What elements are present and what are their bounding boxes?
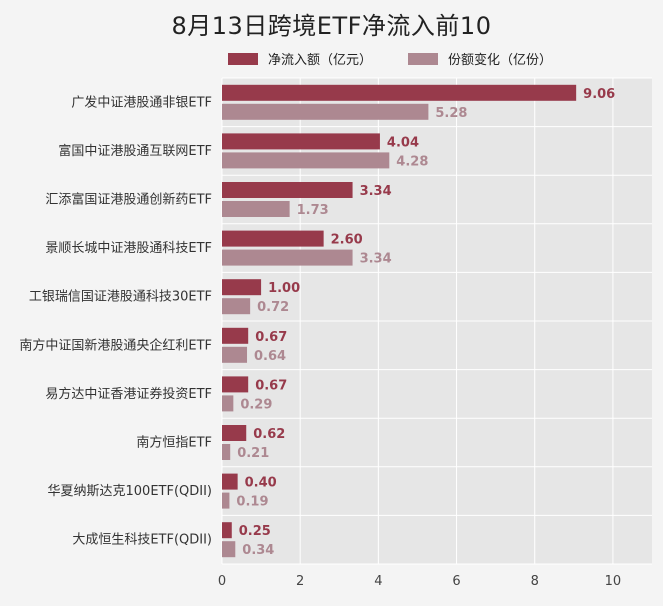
legend: 净流入额（亿元） 份额变化（亿份） <box>228 49 588 68</box>
data-label-inflow: 0.67 <box>255 330 287 345</box>
data-label-share-change: 0.19 <box>236 495 268 510</box>
x-tick-label: 10 <box>605 574 622 589</box>
data-label-inflow: 9.06 <box>583 87 615 102</box>
category-label: 南方中证国新港股通央企红利ETF <box>19 337 212 353</box>
category-label: 华夏纳斯达克100ETF(QDII) <box>48 484 213 499</box>
chart-title: 8月13日跨境ETF净流入前10 <box>171 12 492 40</box>
bar-share-change <box>222 346 248 363</box>
category-label: 汇添富国证港股通创新药ETF <box>45 192 212 208</box>
bar-share-change <box>222 298 251 315</box>
data-label-share-change: 5.28 <box>435 106 467 121</box>
bar-share-change <box>222 492 230 509</box>
legend-item-share-change: 份额变化（亿份） <box>408 49 552 68</box>
bar-share-change <box>222 103 429 120</box>
data-label-share-change: 0.21 <box>237 446 269 461</box>
legend-label-inflow: 净流入额（亿元） <box>268 53 373 68</box>
x-tick-label: 8 <box>531 574 539 589</box>
bar-inflow <box>222 376 249 393</box>
category-label: 大成恒生科技ETF(QDII) <box>72 533 212 548</box>
data-label-share-change: 3.34 <box>360 252 392 267</box>
bar-share-change <box>222 541 236 558</box>
legend-item-inflow: 净流入额（亿元） <box>228 49 372 68</box>
data-label-inflow: 1.00 <box>268 281 300 296</box>
data-label-inflow: 0.62 <box>253 427 285 442</box>
bar-inflow <box>222 425 247 441</box>
data-label-inflow: 2.60 <box>331 233 363 248</box>
category-label: 广发中证港股通非银ETF <box>71 94 212 110</box>
category-label: 易方达中证香港证券投资ETF <box>45 386 212 402</box>
bar-share-change <box>222 152 390 169</box>
bar-inflow <box>222 182 353 198</box>
tick-layer: 0 2 4 6 8 10 <box>218 574 621 589</box>
bar-inflow <box>222 522 232 539</box>
bar-layer <box>222 84 577 558</box>
category-label: 南方恒指ETF <box>136 435 212 451</box>
legend-label-share-change: 份额变化（亿份） <box>448 53 553 68</box>
legend-swatch-inflow <box>228 52 258 65</box>
category-label: 工银瑞信国证港股通科技30ETF <box>29 290 212 305</box>
x-tick-label: 4 <box>374 574 382 589</box>
data-label-inflow: 4.04 <box>387 135 419 150</box>
bar-inflow <box>222 279 262 296</box>
bar-inflow <box>222 473 238 490</box>
bar-inflow <box>222 230 324 247</box>
data-label-share-change: 4.28 <box>396 154 428 169</box>
data-label-share-change: 0.29 <box>240 397 272 412</box>
data-label-inflow: 0.40 <box>245 476 277 491</box>
category-label: 景顺长城中证港股通科技ETF <box>45 241 212 256</box>
category-label: 富国中证港股通互联网ETF <box>58 143 212 159</box>
bar-inflow <box>222 327 249 344</box>
x-tick-label: 6 <box>452 574 460 589</box>
bar-inflow <box>222 133 380 150</box>
bar-inflow <box>222 84 577 101</box>
x-tick-label: 2 <box>296 574 304 589</box>
data-label-inflow: 3.34 <box>360 184 392 199</box>
bar-share-change <box>222 444 231 460</box>
bar-share-change <box>222 201 290 217</box>
legend-swatch-share-change <box>408 52 439 65</box>
label-layer: 广发中证港股通非银ETF 9.06 5.28 富国中证港股通互联网ETF 4.04 4.2… <box>19 87 615 558</box>
bar-share-change <box>222 249 353 266</box>
data-label-share-change: 1.73 <box>297 203 329 218</box>
data-label-inflow: 0.25 <box>239 524 271 539</box>
data-label-share-change: 0.64 <box>254 349 286 364</box>
data-label-share-change: 0.72 <box>257 300 289 315</box>
bar-share-change <box>222 395 234 412</box>
data-label-inflow: 0.67 <box>255 378 287 393</box>
data-label-share-change: 0.34 <box>242 543 274 558</box>
x-tick-label: 0 <box>218 574 226 589</box>
